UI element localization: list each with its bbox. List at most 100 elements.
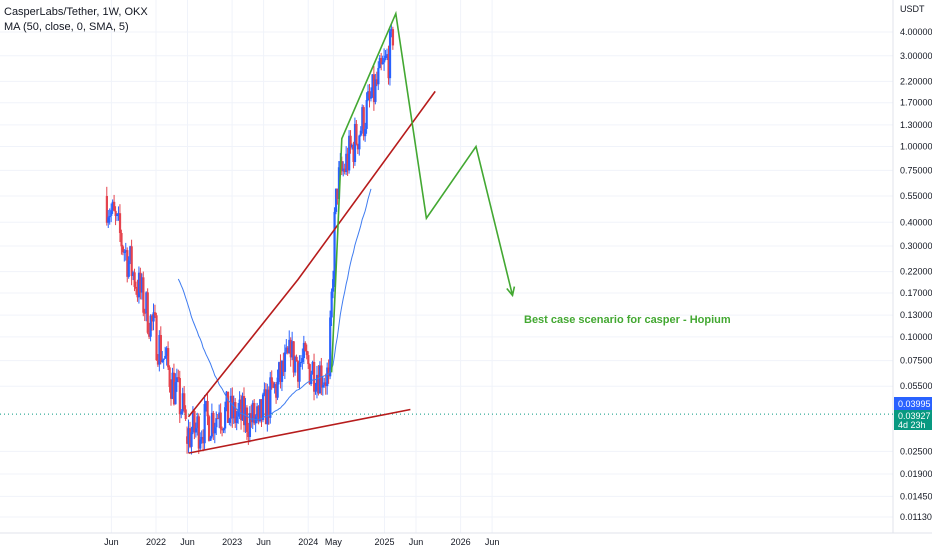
candle-up xyxy=(175,368,179,392)
candle-up xyxy=(278,361,281,385)
candle-down xyxy=(336,188,339,205)
candle-up xyxy=(124,242,127,261)
y-tick-label: 0.17000 xyxy=(900,288,932,298)
candle-up xyxy=(348,130,351,174)
candle-down xyxy=(307,351,310,369)
candle-up xyxy=(200,430,203,444)
y-tick-label: 0.05500 xyxy=(900,381,932,391)
candle-down xyxy=(282,352,285,377)
candle-down xyxy=(177,369,180,383)
y-axis-ticks: 4.00000 3.00000 2.20000 1.70000 1.30000 1.000… xyxy=(900,27,932,522)
candle-down xyxy=(105,186,108,226)
candle-down xyxy=(272,381,275,389)
candle-up xyxy=(232,395,235,424)
candle-down xyxy=(207,414,211,442)
candle-down xyxy=(253,399,256,426)
moving-average-line xyxy=(177,188,372,421)
candle-down xyxy=(234,398,237,428)
candle-up xyxy=(224,401,227,434)
candle-up xyxy=(311,360,314,375)
candle-up xyxy=(323,377,326,388)
candle-up xyxy=(390,23,393,38)
y-tick-label: 0.13000 xyxy=(900,310,932,320)
candle-up xyxy=(345,146,348,175)
y-tick-label: 1.30000 xyxy=(900,120,932,130)
candle-down xyxy=(139,267,142,300)
symbol-title[interactable]: CasperLabs/Tether, 1W, OKX xyxy=(4,6,148,18)
x-axis-ticks: Jun 2022 Jun 2023 Jun 2024 May 2025 Jun 2026 Jun xyxy=(104,537,499,547)
candle-down xyxy=(270,370,273,390)
y-tick-label: 0.40000 xyxy=(900,217,932,227)
candle-down xyxy=(226,391,230,423)
candle-down xyxy=(327,359,330,384)
candle-up xyxy=(302,335,306,365)
candle-up xyxy=(374,73,377,105)
candle-up xyxy=(276,369,279,401)
candle-up xyxy=(298,355,301,389)
candle-down xyxy=(120,229,123,255)
projection-arrowhead xyxy=(506,286,516,298)
y-tick-label: 1.00000 xyxy=(900,142,932,152)
candle-down xyxy=(355,120,358,146)
x-tick-label: 2026 xyxy=(451,537,471,547)
candle-up xyxy=(330,288,333,327)
candle-down xyxy=(148,322,151,339)
candle-down xyxy=(375,71,379,87)
candle-up xyxy=(107,209,110,229)
candle-up xyxy=(180,409,183,419)
candle-up xyxy=(381,55,384,65)
y-tick-label: 0.30000 xyxy=(900,241,932,251)
candle-down xyxy=(352,141,355,169)
candle-up xyxy=(117,206,120,221)
candle-down xyxy=(172,363,176,406)
candle-up xyxy=(132,270,135,281)
y-tick-label: 2.20000 xyxy=(900,76,932,86)
candle-down xyxy=(197,413,200,454)
candle-up xyxy=(364,122,367,142)
candle-up xyxy=(127,256,130,279)
x-tick-label: 2022 xyxy=(146,537,166,547)
candle-up xyxy=(228,417,231,426)
candle-up xyxy=(203,394,206,450)
candle-down xyxy=(151,314,154,331)
candle-up xyxy=(123,248,126,262)
candle-down xyxy=(121,244,125,256)
candle-up xyxy=(164,346,167,359)
candle-up xyxy=(377,61,380,91)
chart-legend: CasperLabs/Tether, 1W, OKX MA (50, close… xyxy=(4,5,148,35)
y-tick-label: 0.22000 xyxy=(900,267,932,277)
x-tick-label: Jun xyxy=(104,537,119,547)
price-badges: 0.03995 0.03927 4d 23h xyxy=(894,397,932,430)
candle-up xyxy=(299,355,303,368)
candle-down xyxy=(304,341,307,352)
candle-up xyxy=(251,400,254,430)
candle-up xyxy=(218,404,221,428)
candle-down xyxy=(193,409,196,440)
candle-up xyxy=(205,400,208,412)
candle-up xyxy=(361,104,364,134)
y-tick-label: 0.55000 xyxy=(900,191,932,201)
candle-up xyxy=(280,359,284,392)
y-tick-label: 0.10000 xyxy=(900,332,932,342)
candle-down xyxy=(219,403,222,434)
candle-down xyxy=(136,279,139,302)
candle-down xyxy=(343,163,346,175)
candle-up xyxy=(229,388,233,427)
candle-down xyxy=(170,379,173,406)
candle-up xyxy=(315,365,319,399)
x-tick-label: Jun xyxy=(409,537,424,547)
candle-down xyxy=(346,147,349,176)
resistance-line xyxy=(187,90,436,418)
candle-down xyxy=(292,340,295,378)
x-tick-label: Jun xyxy=(256,537,271,547)
candle-down xyxy=(289,337,292,367)
candle-up xyxy=(329,310,332,380)
candle-down xyxy=(242,387,246,433)
candle-up xyxy=(371,74,374,98)
candle-up xyxy=(152,303,155,331)
candle-down xyxy=(295,354,298,362)
candle-down xyxy=(387,45,390,85)
candle-up xyxy=(367,84,370,102)
indicator-label[interactable]: MA (50, close, 0, SMA, 5) xyxy=(4,21,129,33)
